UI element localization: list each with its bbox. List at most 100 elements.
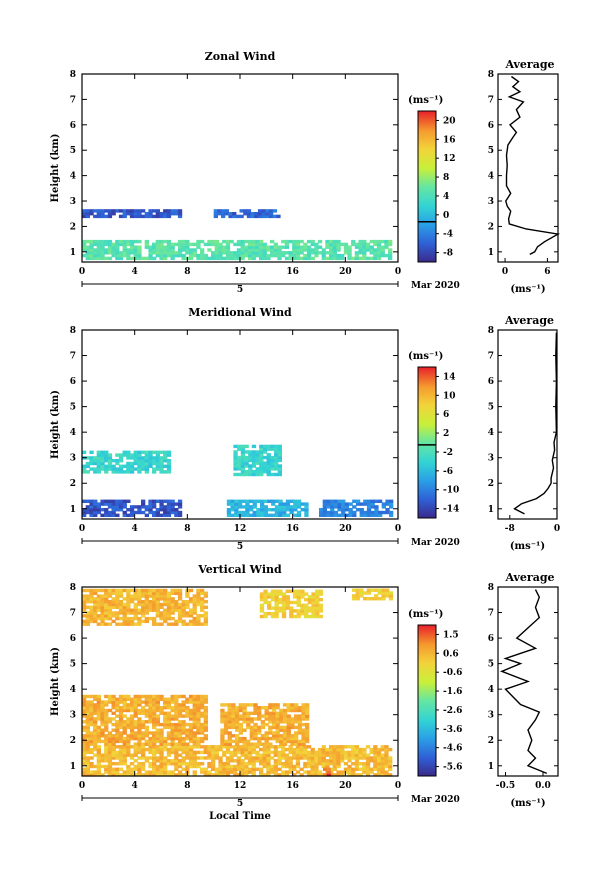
- heatmap-cell: [133, 703, 138, 707]
- heatmap-cell: [322, 513, 327, 517]
- heatmap-cell: [340, 759, 345, 763]
- heatmap-cell: [89, 720, 94, 724]
- heatmap-cell: [222, 251, 227, 255]
- heatmap-cell: [85, 508, 90, 512]
- heatmap-cell: [177, 513, 183, 517]
- heatmap-cell: [115, 499, 120, 503]
- heatmap-cell: [141, 773, 146, 777]
- heatmap-cell: [118, 714, 124, 718]
- heatmap-cell: [251, 747, 256, 752]
- heatmap-cell: [264, 731, 269, 735]
- heatmap-cell: [177, 502, 183, 506]
- heatmap-cell: [236, 773, 242, 777]
- heatmap-cell: [341, 499, 346, 503]
- heatmap-cell: [129, 600, 135, 604]
- heatmap-cell: [185, 756, 190, 760]
- heatmap-cell: [226, 499, 232, 503]
- heatmap-cell: [188, 734, 194, 738]
- heatmap-cell: [85, 770, 90, 774]
- heatmap-cell: [100, 700, 105, 704]
- heatmap-cell: [115, 461, 120, 466]
- avg-x-tick-label: 0.0: [535, 781, 551, 791]
- heatmap-cell: [384, 756, 389, 760]
- heatmap-cell: [240, 745, 245, 749]
- heatmap-cell: [285, 600, 290, 605]
- heatmap-cell: [85, 594, 90, 598]
- heatmap-cell: [207, 764, 212, 769]
- heatmap-cell: [222, 770, 227, 774]
- heatmap-cell: [226, 513, 232, 517]
- heatmap-cell: [170, 502, 175, 506]
- heatmap-cell: [211, 759, 216, 763]
- heatmap-cell: [275, 722, 280, 727]
- x-tick-label: 20: [339, 267, 352, 277]
- heatmap-cell: [211, 767, 216, 771]
- heatmap-cell: [100, 602, 105, 607]
- heatmap-cell: [270, 464, 275, 468]
- heatmap-cell: [233, 767, 238, 771]
- heatmap-cell: [347, 745, 352, 749]
- heatmap-cell: [85, 745, 90, 749]
- heatmap-cell: [85, 708, 90, 713]
- heatmap-cell: [351, 753, 356, 757]
- heatmap-cell: [185, 591, 190, 595]
- heatmap-cell: [203, 756, 208, 760]
- heatmap-cell: [366, 502, 372, 506]
- heatmap-cell: [96, 502, 101, 506]
- heatmap-cell: [251, 245, 256, 249]
- heatmap-cell: [290, 708, 295, 713]
- heatmap-cell: [267, 499, 272, 503]
- heatmap-cell: [104, 703, 109, 707]
- heatmap-cell: [159, 467, 164, 471]
- heatmap-cell: [129, 731, 135, 735]
- heatmap-cell: [326, 499, 331, 503]
- heatmap-cell: [159, 756, 164, 760]
- heatmap-cell: [104, 513, 109, 517]
- heatmap-cell: [126, 770, 131, 774]
- heatmap-cell: [152, 720, 157, 724]
- heatmap-cell: [242, 717, 247, 721]
- heatmap-cell: [385, 502, 390, 506]
- heatmap-cell: [148, 450, 153, 454]
- heatmap-cell: [380, 245, 385, 249]
- heatmap-cell: [104, 725, 109, 730]
- heatmap-cell: [294, 731, 299, 735]
- heatmap-cell: [274, 472, 279, 477]
- heatmap-cell: [177, 239, 183, 244]
- heatmap-cell: [181, 745, 186, 749]
- heatmap-cell: [214, 239, 219, 244]
- heatmap-cell: [267, 508, 272, 512]
- heatmap-cell: [288, 750, 293, 755]
- heatmap-cell: [85, 694, 90, 699]
- heatmap-cell: [163, 248, 168, 252]
- heatmap-cell: [264, 739, 269, 744]
- heatmap-cell: [200, 697, 205, 701]
- heatmap-cell: [241, 499, 246, 503]
- heatmap-cell: [264, 714, 269, 718]
- heatmap-cell: [336, 253, 341, 258]
- heatmap-cell: [129, 725, 135, 730]
- heatmap-cell: [96, 602, 101, 607]
- heatmap-cell: [268, 728, 273, 732]
- heatmap-cell: [236, 762, 242, 766]
- heatmap-cell: [247, 248, 253, 252]
- heatmap-cell: [93, 725, 98, 730]
- heatmap-cell: [163, 212, 168, 216]
- heatmap-cell: [137, 461, 142, 466]
- heatmap-cell: [126, 594, 131, 598]
- heatmap-cell: [366, 505, 372, 509]
- heatmap-cell: [277, 756, 282, 760]
- heatmap-cell: [259, 592, 265, 596]
- heatmap-cell: [336, 245, 341, 249]
- heatmap-cell: [259, 248, 264, 252]
- heatmap-cell: [181, 605, 186, 609]
- heatmap-cell: [228, 214, 233, 219]
- heatmap-cell: [166, 753, 172, 757]
- heatmap-cell: [259, 464, 264, 468]
- heatmap-cell: [188, 725, 194, 730]
- heatmap-cell: [213, 214, 218, 219]
- heatmap-cell: [295, 242, 301, 247]
- heatmap-cell: [232, 212, 237, 216]
- heatmap-cell: [355, 594, 360, 598]
- y-tick-label: 1: [70, 505, 76, 515]
